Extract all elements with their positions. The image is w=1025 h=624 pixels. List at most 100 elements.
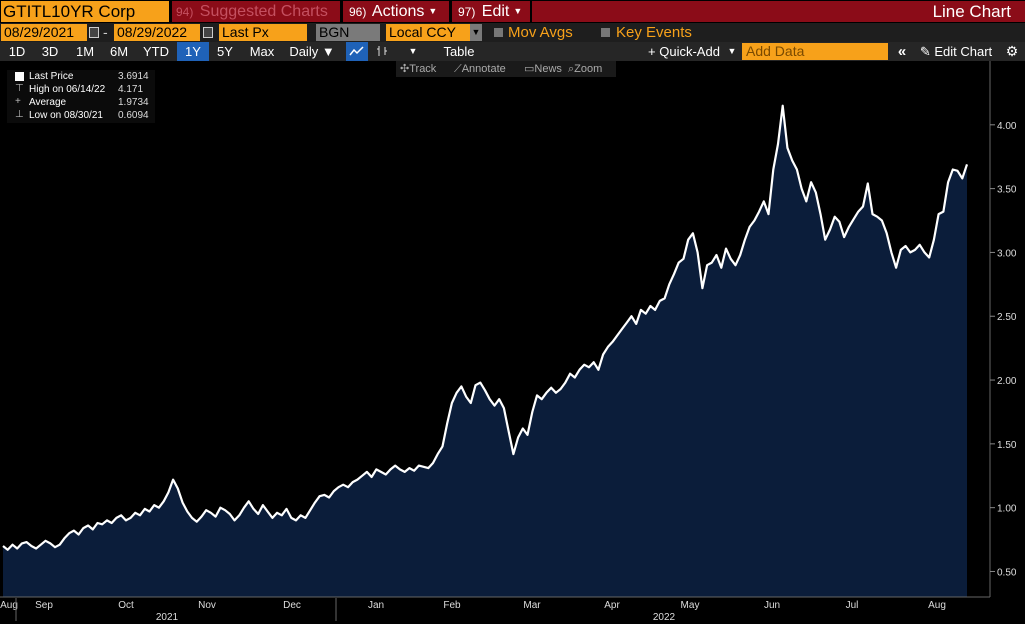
actions-number: 96) xyxy=(349,5,367,19)
currency-select[interactable]: Local CCY xyxy=(386,24,470,41)
key-events-label: Key Events xyxy=(616,24,692,41)
gear-icon[interactable]: ⚙ xyxy=(1005,43,1019,59)
y-tick-label: 1.00 xyxy=(997,504,1017,515)
news-label: News xyxy=(534,63,562,75)
y-tick-label: 3.00 xyxy=(997,248,1017,259)
y-tick-label: 2.00 xyxy=(997,376,1017,387)
actions-menu-button[interactable]: 96) Actions ▼ xyxy=(343,1,449,22)
x-tick-label: Apr xyxy=(604,600,620,611)
table-button[interactable]: Table xyxy=(443,44,475,59)
date-range-dash: - xyxy=(103,24,108,40)
range-1d-button[interactable]: 1D xyxy=(8,44,26,59)
legend-value: 4.171 xyxy=(118,84,144,95)
legend-row-average: + Average 1.9734 xyxy=(7,96,155,109)
suggested-charts-button[interactable]: 94) Suggested Charts xyxy=(172,1,340,22)
year-label: 2022 xyxy=(653,612,676,623)
y-tick-label: 1.50 xyxy=(997,440,1017,451)
x-tick-label: Jan xyxy=(368,600,384,611)
legend-value: 3.6914 xyxy=(118,71,149,82)
legend-label: Last Price xyxy=(29,71,74,82)
chart-legend: Last Price 3.6914 ⊤ High on 06/14/22 4.1… xyxy=(7,70,155,123)
mov-avgs-checkbox[interactable] xyxy=(494,28,503,37)
title-bar: GTITL10YR Corp 94) Suggested Charts 96) … xyxy=(0,0,1025,23)
edit-chart-button[interactable]: ✎ Edit Chart xyxy=(914,42,998,61)
legend-label: High on 06/14/22 xyxy=(29,84,106,95)
add-data-input[interactable]: Add Data xyxy=(742,43,888,60)
quick-add-dropdown-icon[interactable]: ▼ xyxy=(727,46,737,56)
y-tick-label: 2.50 xyxy=(997,312,1017,323)
zoom-button[interactable]: ⌕ Zoom xyxy=(568,63,603,75)
x-tick-label: Sep xyxy=(35,600,53,611)
x-tick-label: Nov xyxy=(198,600,216,611)
x-tick-label: Jun xyxy=(764,600,780,611)
edit-menu-button[interactable]: 97) Edit ▼ xyxy=(452,1,530,22)
zoom-label: Zoom xyxy=(574,63,603,75)
x-axis: Aug Sep Oct Nov Dec Jan Feb Mar Apr May Jun Jul Aug 2… xyxy=(0,598,946,623)
key-events-checkbox[interactable] xyxy=(601,28,610,37)
legend-row-last-price[interactable]: Last Price 3.6914 xyxy=(7,70,155,83)
low-marker-icon: ⊥ xyxy=(15,109,24,120)
track-label: Track xyxy=(409,63,437,75)
caret-down-icon: ▼ xyxy=(428,6,438,16)
y-tick-label: 4.00 xyxy=(997,121,1017,132)
x-tick-label: Mar xyxy=(523,600,541,611)
x-tick-label: Oct xyxy=(118,600,134,611)
line-chart-icon[interactable] xyxy=(346,42,368,62)
range-3d-button[interactable]: 3D xyxy=(41,44,59,59)
x-tick-label: May xyxy=(681,600,700,611)
range-1m-button[interactable]: 1M xyxy=(75,44,95,59)
frequency-select[interactable]: Daily ▼ xyxy=(289,44,335,59)
range-max-button[interactable]: Max xyxy=(249,44,275,59)
white-square-icon xyxy=(15,72,24,81)
range-ytd-button[interactable]: YTD xyxy=(143,44,169,59)
calendar-icon[interactable] xyxy=(89,27,99,38)
quick-add-button[interactable]: + Quick-Add xyxy=(648,44,720,59)
calendar-icon[interactable] xyxy=(203,27,213,38)
ohlc-chart-icon[interactable] xyxy=(372,42,392,62)
legend-label: Low on 08/30/21 xyxy=(29,110,103,121)
end-date-field[interactable]: 08/29/2022 xyxy=(114,24,200,41)
x-tick-label: Jul xyxy=(846,600,859,611)
range-6m-button[interactable]: 6M xyxy=(109,44,129,59)
price-area-fill xyxy=(3,105,967,597)
high-marker-icon: ⊤ xyxy=(15,83,24,94)
y-tick-label: 3.50 xyxy=(997,185,1017,196)
year-label: 2021 xyxy=(156,612,179,623)
range-bar: 1D 3D 1M 6M YTD 1Y 5Y Max Daily ▼ ▼ Tabl… xyxy=(0,42,1025,62)
x-tick-label: Feb xyxy=(443,600,461,611)
chart-type-title: Line Chart xyxy=(532,1,1025,22)
track-button[interactable]: ✣ Track xyxy=(400,63,437,75)
average-marker-icon: + xyxy=(15,96,21,107)
legend-label: Average xyxy=(29,97,67,108)
edit-number: 97) xyxy=(458,5,476,19)
edit-chart-label: Edit Chart xyxy=(934,44,993,59)
currency-dropdown-icon[interactable]: ▼ xyxy=(470,24,482,41)
x-tick-label: Dec xyxy=(283,600,301,611)
y-axis: 0.50 1.00 1.50 2.00 2.50 3.00 3.50 4.00 xyxy=(990,121,1017,578)
legend-value: 0.6094 xyxy=(118,110,149,121)
ticker-field[interactable]: GTITL10YR Corp xyxy=(1,1,169,22)
start-date-field[interactable]: 08/29/2021 xyxy=(1,24,87,41)
suggested-charts-number: 94) xyxy=(176,5,194,19)
edit-label: Edit xyxy=(481,3,510,20)
y-tick-label: 0.50 xyxy=(997,567,1017,578)
annotate-button[interactable]: ⟋ Annotate xyxy=(454,63,506,75)
chart-toolbar: ✣ Track ⟋ Annotate ▭ News ⌕ Zoom xyxy=(396,61,616,77)
pencil-icon: ✎ xyxy=(919,44,931,59)
price-series-line xyxy=(2,104,969,551)
actions-label: Actions xyxy=(371,3,425,20)
source-field[interactable]: BGN xyxy=(316,24,380,41)
settings-bar: 08/29/2021 - 08/29/2022 Last Px BGN Loca… xyxy=(0,23,1025,42)
range-1y-button[interactable]: 1Y xyxy=(177,42,209,61)
mov-avgs-label: Mov Avgs xyxy=(508,24,573,41)
caret-down-icon: ▼ xyxy=(513,6,523,16)
news-button[interactable]: ▭ News xyxy=(524,63,562,75)
x-tick-label: Aug xyxy=(0,600,18,611)
price-field-select[interactable]: Last Px xyxy=(219,24,307,41)
legend-row-high: ⊤ High on 06/14/22 4.171 xyxy=(7,83,155,96)
chart-style-dropdown-icon[interactable]: ▼ xyxy=(408,46,418,56)
line-chart[interactable]: 0.50 1.00 1.50 2.00 2.50 3.00 3.50 4.00 Aug Sep O… xyxy=(0,61,1025,624)
range-5y-button[interactable]: 5Y xyxy=(217,44,233,59)
legend-row-low: ⊥ Low on 08/30/21 0.6094 xyxy=(7,109,155,122)
collapse-chevrons-icon[interactable]: « xyxy=(897,43,907,60)
